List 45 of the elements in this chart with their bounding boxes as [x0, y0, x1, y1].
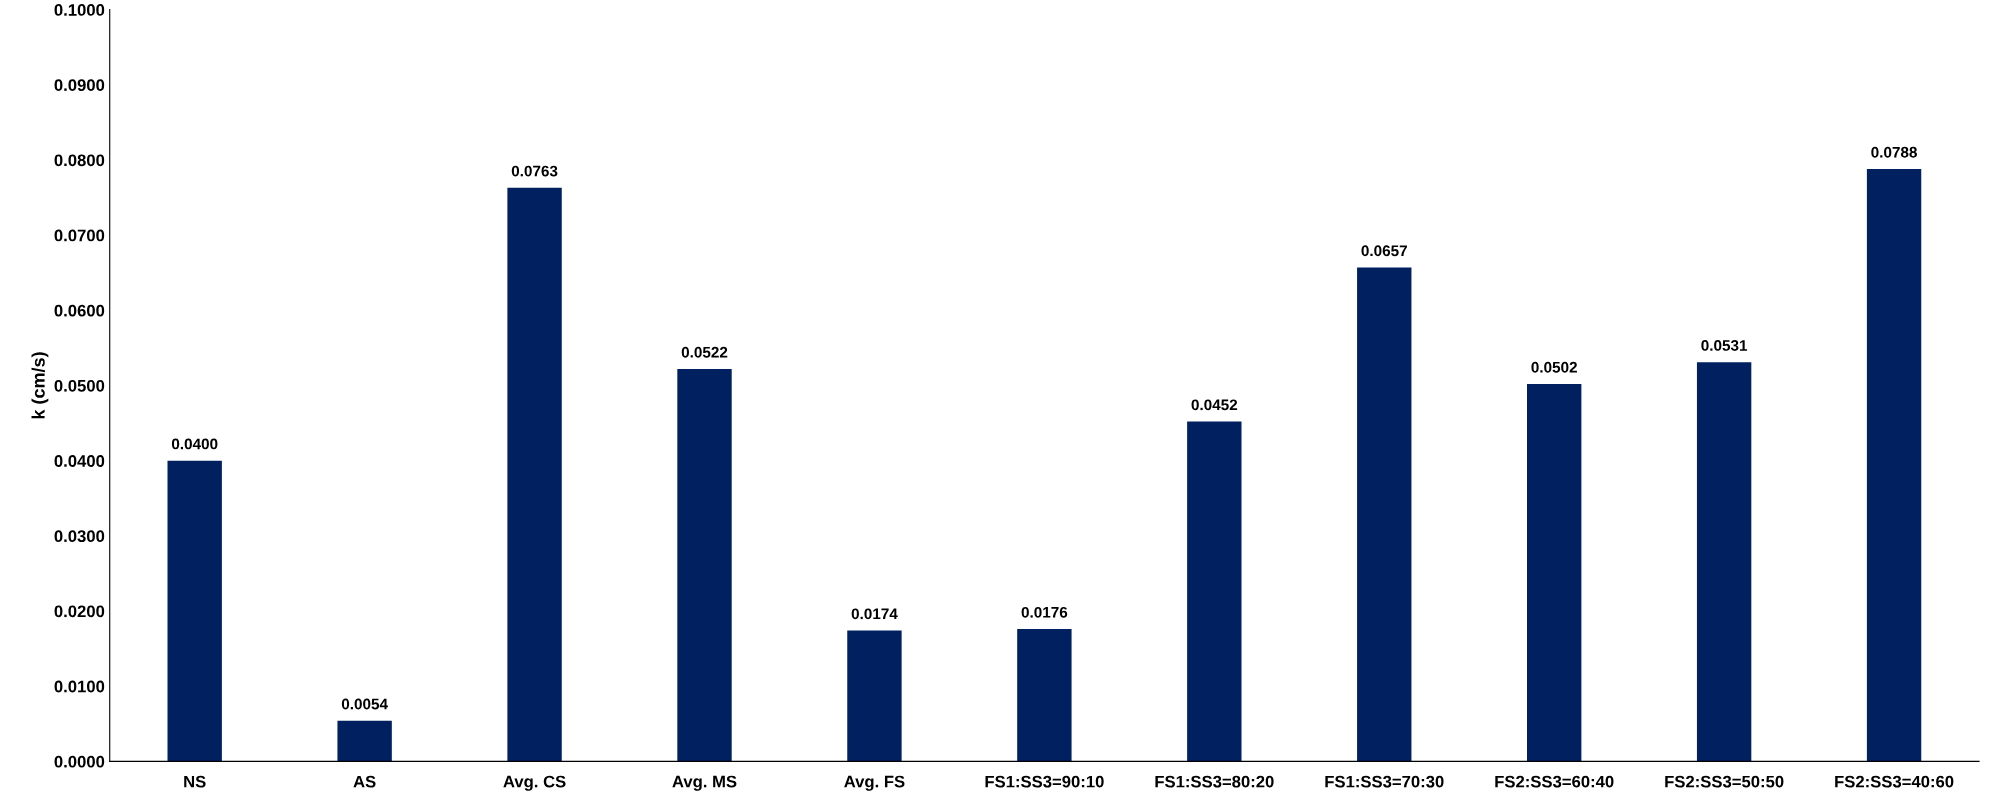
y-tick-label: 0.0500	[54, 379, 105, 392]
data-label: 0.0657	[1361, 245, 1407, 257]
data-label: 0.0176	[1021, 606, 1068, 618]
y-tick-label: 0.0300	[54, 530, 105, 543]
x-tick-label: FS2:SS3=60:40	[1495, 775, 1614, 788]
y-tick-label: 0.0600	[54, 304, 105, 317]
y-tick-label: 0.0700	[54, 229, 105, 242]
data-label: 0.0763	[511, 165, 558, 177]
bar	[1696, 362, 1752, 762]
bar	[1357, 267, 1412, 762]
bar	[337, 720, 392, 762]
data-label: 0.0452	[1191, 399, 1238, 411]
data-label: 0.0788	[1871, 146, 1917, 158]
y-tick-label: 0.0900	[54, 79, 105, 92]
data-label: 0.0531	[1701, 340, 1748, 351]
data-label: 0.0054	[341, 698, 388, 710]
x-tick-label: FS2:SS3=50:50	[1665, 775, 1784, 788]
bar	[677, 368, 732, 762]
data-label: 0.0174	[851, 608, 898, 620]
y-axis-title: k (cm/s)	[31, 352, 49, 419]
x-tick-label: Avg. CS	[503, 775, 566, 791]
bar	[1527, 384, 1582, 762]
y-tick-label: 0.0400	[54, 455, 105, 467]
x-tick-label: FS2:SS3=40:60	[1835, 775, 1954, 788]
bar	[1187, 421, 1242, 762]
x-tick-label: FS1:SS3=70:30	[1325, 775, 1444, 788]
x-tick-label: FS1:SS3=90:10	[985, 775, 1104, 788]
y-tick-label: 0.0100	[54, 680, 105, 693]
bar	[1866, 169, 1922, 762]
y-tick-label: 0.0000	[54, 755, 105, 768]
data-label: 0.0400	[171, 438, 218, 450]
x-tick-label: Avg. FS	[844, 775, 905, 791]
x-tick-label: Avg. MS	[672, 775, 737, 791]
data-label: 0.0502	[1531, 361, 1577, 373]
x-tick-label: NS	[184, 775, 206, 788]
data-label: 0.0522	[681, 346, 728, 358]
x-tick-label: AS	[353, 775, 376, 788]
bar	[1017, 629, 1072, 762]
y-tick-label: 0.0200	[54, 605, 105, 618]
bar	[167, 460, 222, 762]
y-tick-label: 0.0800	[54, 154, 105, 167]
bar	[847, 630, 902, 762]
x-tick-label: FS1:SS3=80:20	[1155, 775, 1274, 788]
bar	[507, 187, 562, 762]
y-tick-label: 0.1000	[54, 4, 105, 16]
